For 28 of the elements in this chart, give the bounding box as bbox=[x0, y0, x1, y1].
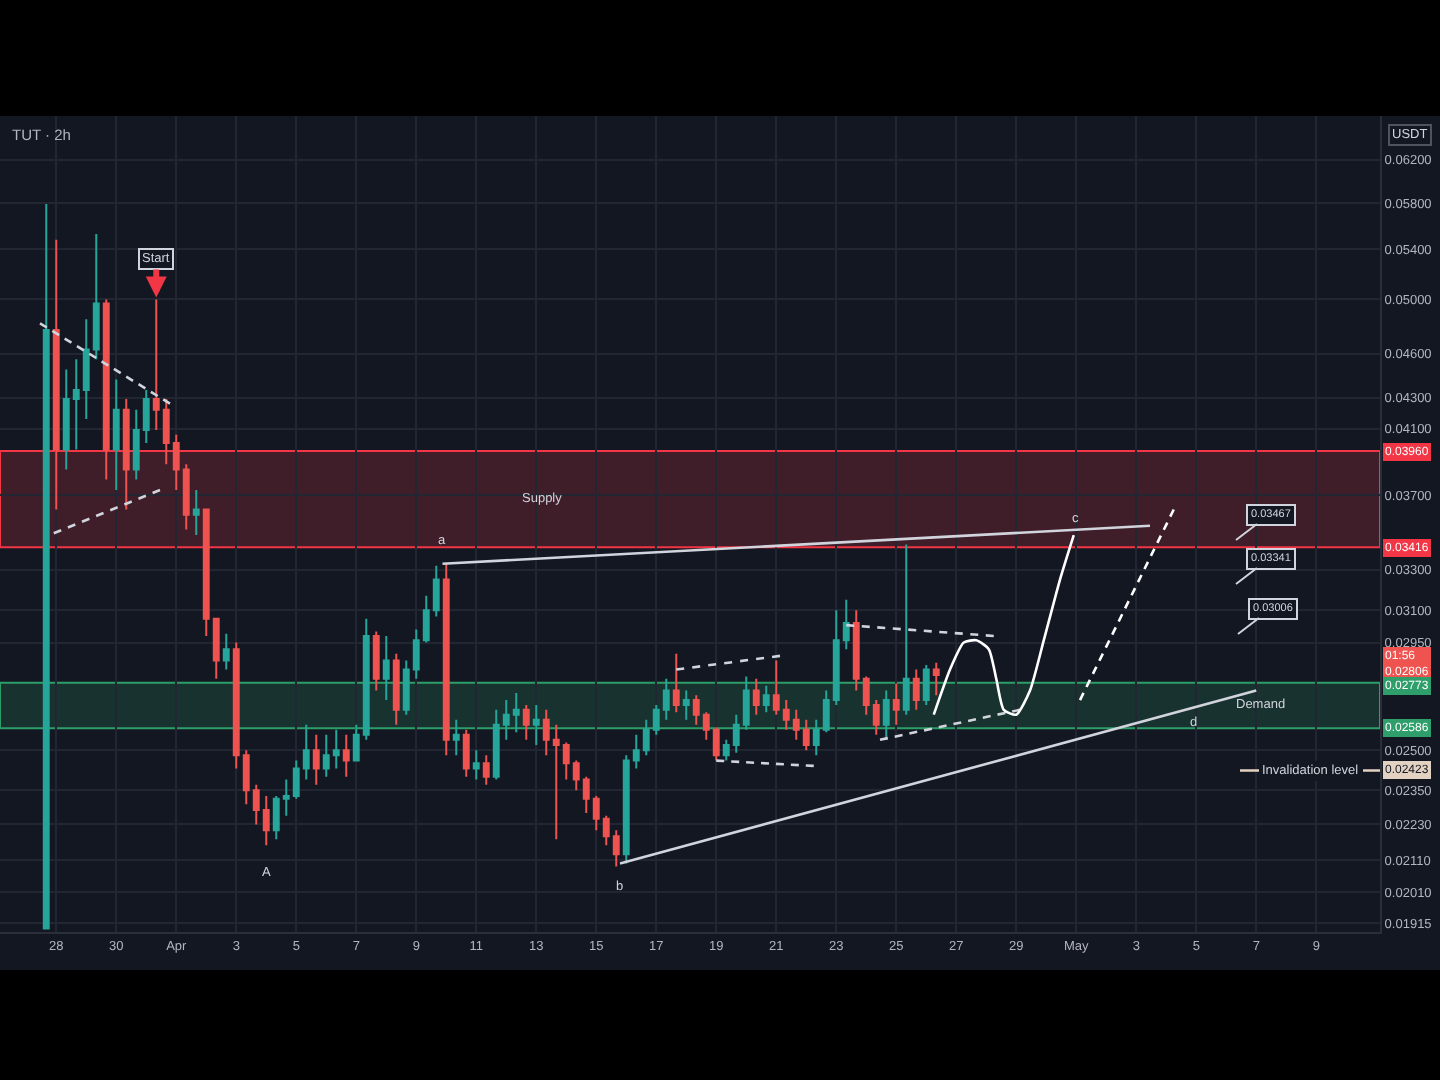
candlestick bbox=[452, 718, 460, 757]
candlestick bbox=[762, 684, 770, 714]
candlestick bbox=[392, 652, 400, 726]
candlestick bbox=[912, 668, 920, 711]
candlestick bbox=[892, 682, 900, 726]
candlestick bbox=[882, 689, 890, 741]
candlestick bbox=[372, 630, 380, 692]
candlestick bbox=[312, 733, 320, 786]
candlestick bbox=[752, 677, 760, 716]
candlestick bbox=[472, 749, 480, 781]
candlestick bbox=[382, 634, 390, 702]
candlestick bbox=[522, 703, 530, 741]
candlestick bbox=[112, 378, 120, 491]
candlestick bbox=[462, 728, 470, 778]
candlestick bbox=[342, 733, 350, 778]
candlestick bbox=[102, 298, 110, 481]
candlestick bbox=[922, 663, 930, 706]
candlestick bbox=[482, 754, 490, 786]
candlestick bbox=[442, 562, 450, 757]
candlestick bbox=[932, 661, 940, 697]
candlestick bbox=[192, 488, 200, 537]
candlestick bbox=[42, 203, 50, 930]
candlestick bbox=[122, 398, 130, 511]
candlestick bbox=[902, 543, 910, 716]
candlestick bbox=[682, 689, 690, 721]
candlestick bbox=[672, 652, 680, 714]
candlestick bbox=[222, 632, 230, 671]
candlestick bbox=[532, 703, 540, 746]
